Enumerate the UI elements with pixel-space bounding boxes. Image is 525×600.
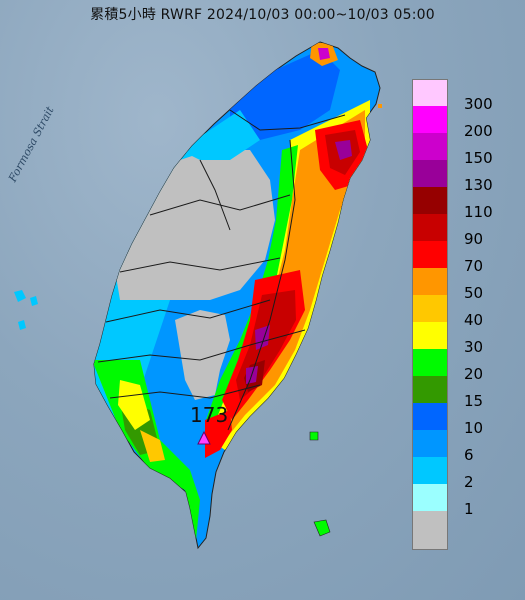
legend-label: 90: [464, 230, 484, 248]
legend-label: 200: [464, 122, 493, 140]
rain-zone-130mm-northeast: [335, 140, 352, 160]
legend-label: 30: [464, 338, 484, 356]
legend-label: 2: [464, 473, 474, 491]
legend-swatch: [412, 79, 448, 106]
legend-swatch: [412, 430, 448, 457]
legend-swatch: [412, 268, 448, 295]
legend-swatch: [412, 160, 448, 187]
legend-label: 6: [464, 446, 474, 464]
legend-label: 50: [464, 284, 484, 302]
rain-zone-20mm-ridge: [206, 145, 298, 430]
rain-zone-20mm-southwest: [94, 360, 200, 548]
legend-label: 150: [464, 149, 493, 167]
rain-zone-10mm-north: [230, 50, 340, 140]
legend-swatch: [412, 457, 448, 484]
green-island: [309, 431, 319, 441]
legend-swatch: [412, 106, 448, 133]
rain-zone-40mm-southwest: [140, 430, 165, 462]
county-boundaries: [97, 109, 346, 431]
map-title: 累積5小時 RWRF 2024/10/03 00:00~10/03 05:00: [90, 7, 435, 23]
legend-swatch: [412, 187, 448, 214]
guishan-island: [378, 104, 382, 108]
peak-rainfall-value: 173: [190, 403, 229, 427]
legend-label: 40: [464, 311, 484, 329]
rain-zone-70mm-south: [205, 410, 232, 458]
legend-label: 20: [464, 365, 484, 383]
legend-swatch: [412, 511, 448, 550]
legend-swatch: [412, 376, 448, 403]
legend-label: 70: [464, 257, 484, 275]
rain-zone-150mm-northern-tip: [318, 48, 330, 60]
rain-zone-none-west: [115, 150, 275, 300]
legend-swatch: [412, 133, 448, 160]
legend-label: 1: [464, 500, 474, 518]
legend-swatch: [412, 484, 448, 511]
legend-label: 15: [464, 392, 484, 410]
legend-swatch: [412, 241, 448, 268]
legend-swatch: [412, 349, 448, 376]
rain-zone-30mm-southwest: [118, 380, 150, 430]
legend-label: 130: [464, 176, 493, 194]
legend-label: 300: [464, 95, 493, 113]
rain-zone-2mm-northwest: [180, 110, 260, 160]
legend-label: 110: [464, 203, 493, 221]
rain-zone-none-south: [175, 310, 230, 400]
orchid-island: [313, 519, 331, 537]
legend-swatch: [412, 214, 448, 241]
penghu-islands: [14, 290, 38, 330]
peak-rainfall-marker: [197, 430, 211, 445]
legend-swatch: [412, 322, 448, 349]
legend-label: 10: [464, 419, 484, 437]
legend-swatch: [412, 295, 448, 322]
legend-swatch: [412, 403, 448, 430]
rainfall-legend: 300 200 150 130 110 90 70 50 40 30 20 15 10 6 2 1: [412, 79, 510, 569]
